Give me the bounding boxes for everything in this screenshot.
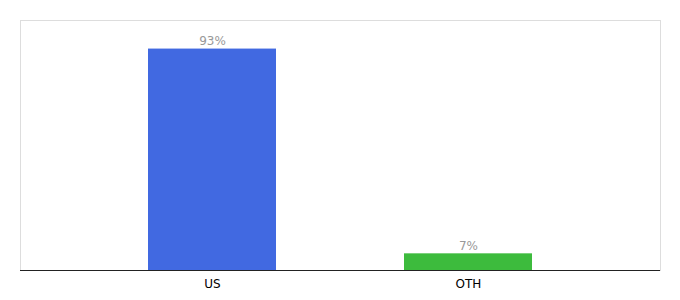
svg-text:US: US (204, 277, 220, 291)
svg-text:93%: 93% (199, 34, 226, 48)
svg-text:7%: 7% (459, 239, 478, 253)
svg-text:OTH: OTH (456, 277, 482, 291)
